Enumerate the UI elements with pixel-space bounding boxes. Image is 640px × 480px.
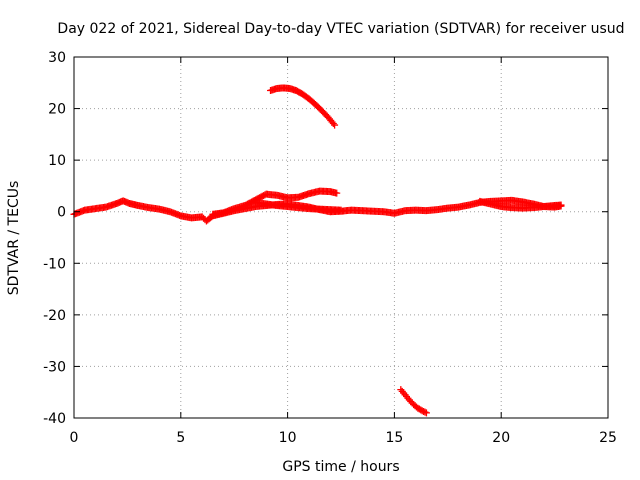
axis-ticks: -40 -30 -20 -10 0 10 20 30 0 5 10 15 20 25 <box>43 50 617 446</box>
series-late-branch <box>476 197 565 212</box>
x-tick-label: 0 <box>70 430 79 446</box>
data-point <box>333 189 341 197</box>
y-axis-label: SDTVAR / TECUs <box>6 181 22 296</box>
x-tick-label: 20 <box>492 430 510 446</box>
x-tick-label: 15 <box>385 430 403 446</box>
y-tick-label: -10 <box>43 256 66 272</box>
x-tick-label: 25 <box>599 430 617 446</box>
data-points <box>70 84 565 417</box>
y-tick-label: -20 <box>43 308 66 324</box>
data-point <box>337 206 345 214</box>
data-point <box>329 120 337 128</box>
data-point <box>557 201 565 209</box>
data-point <box>331 121 339 129</box>
series-high-arc <box>267 84 339 129</box>
x-tick-label: 5 <box>176 430 185 446</box>
chart-title: Day 022 of 2021, Sidereal Day-to-day VTE… <box>57 21 624 37</box>
plot-frame <box>73 56 609 419</box>
y-tick-label: -40 <box>43 411 66 427</box>
y-tick-label: 10 <box>48 153 66 169</box>
x-axis-label: GPS time / hours <box>282 459 399 475</box>
y-tick-label: 30 <box>48 50 66 66</box>
y-tick-label: -30 <box>43 359 66 375</box>
y-tick-label: 20 <box>48 102 66 118</box>
series-low-arc <box>397 386 430 417</box>
y-tick-label: 0 <box>57 205 66 221</box>
x-tick-label: 10 <box>279 430 297 446</box>
data-point <box>421 408 429 416</box>
series-lower-branch <box>252 198 345 214</box>
data-point <box>422 409 430 417</box>
